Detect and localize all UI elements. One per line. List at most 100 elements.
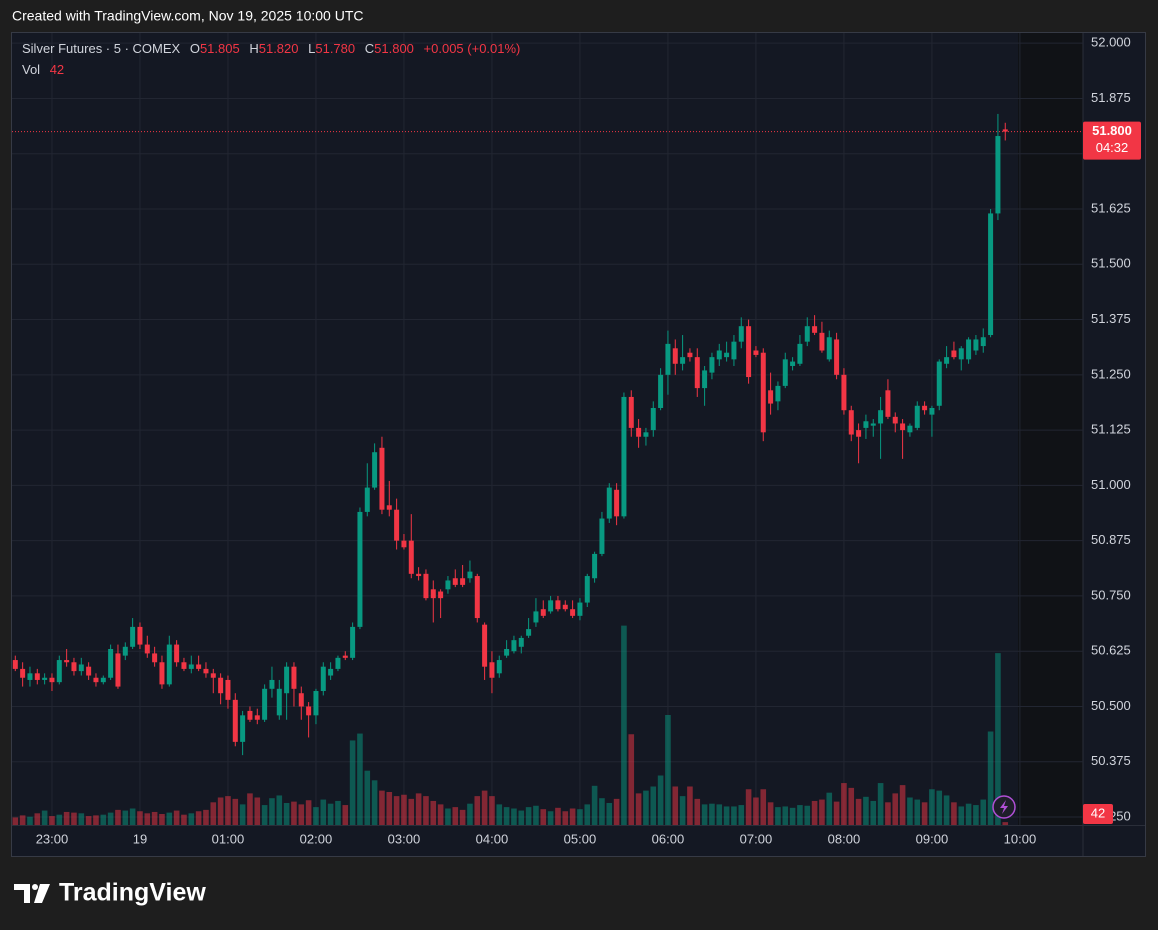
candle-body — [452, 578, 458, 585]
candle-body — [122, 646, 128, 656]
candle-body — [819, 332, 825, 351]
volume-bar — [511, 808, 517, 825]
volume-bar — [958, 806, 965, 825]
candle-body — [1002, 129, 1008, 132]
candle-body — [826, 337, 832, 360]
candle-body — [203, 668, 209, 674]
volume-bar — [379, 790, 385, 825]
volume-legend: Vol 42 — [22, 62, 64, 77]
candle-body — [438, 591, 444, 599]
candle-body — [496, 660, 502, 674]
future-area — [1018, 33, 1083, 825]
candle-body — [166, 644, 172, 685]
volume-bar — [899, 785, 906, 825]
volume-bar — [811, 800, 818, 825]
candle-body — [878, 410, 884, 424]
candle-body — [159, 662, 165, 685]
volume-bar — [709, 803, 715, 825]
header: Created with TradingView.com, Nov 19, 20… — [12, 8, 363, 24]
candle-body — [746, 326, 752, 378]
candle-body — [966, 339, 972, 360]
volume-bar — [907, 797, 913, 825]
volume-bar — [247, 793, 253, 825]
volume-bar — [621, 625, 627, 825]
volume-bar — [437, 804, 444, 825]
volume-bar — [107, 812, 114, 825]
candle-body — [680, 357, 686, 364]
volume-bar — [760, 789, 767, 825]
candle-body — [232, 699, 238, 742]
volume-bar — [115, 809, 121, 825]
candle-body — [914, 405, 920, 428]
volume-bar — [929, 789, 935, 825]
volume-box — [1083, 804, 1113, 824]
volume-bar — [401, 794, 407, 825]
last-price-box — [1083, 121, 1141, 160]
candle-body — [944, 357, 950, 364]
candle-body — [364, 487, 370, 512]
volume-bar — [489, 796, 495, 825]
candle-body — [467, 571, 473, 579]
axis-layer: 52.00051.87551.75051.62551.50051.37551.2… — [12, 35, 1141, 846]
x-tick-label: 08:00 — [828, 831, 861, 846]
candle-body — [196, 664, 202, 669]
volume-bar — [151, 811, 158, 825]
volume-bar — [12, 817, 19, 825]
candle-body — [386, 505, 392, 510]
candle-body — [137, 626, 143, 645]
volume-bar — [797, 805, 803, 825]
brand-logo — [14, 884, 50, 903]
candle-body — [210, 673, 216, 678]
volume-bar — [63, 811, 70, 825]
volume-bar — [892, 793, 899, 825]
volume-bar — [210, 802, 217, 825]
candle-body — [401, 540, 407, 548]
volume-bar — [701, 804, 708, 825]
candle-body — [181, 662, 187, 669]
volume-bar — [782, 806, 789, 825]
volume-bar — [943, 795, 950, 825]
legend-key: L — [308, 41, 315, 56]
volume-bar — [49, 816, 55, 825]
candle-body — [885, 390, 891, 417]
volume-bar — [122, 810, 129, 825]
y-tick-label: 50.750 — [1091, 587, 1131, 602]
volume-bar — [349, 740, 356, 825]
candle-body — [71, 662, 77, 672]
volume-bar — [305, 800, 312, 825]
volume-bar — [973, 805, 979, 825]
candle-body — [306, 706, 312, 716]
volume-bar — [606, 803, 613, 825]
volume-bar — [628, 734, 635, 825]
volume-bar — [767, 802, 774, 825]
candle-layer — [12, 113, 1008, 756]
candle-body — [42, 677, 48, 680]
volume-bar — [78, 813, 85, 825]
volume-bar — [679, 796, 686, 825]
candle-body — [951, 350, 957, 358]
candle-body — [834, 339, 840, 375]
candle-body — [922, 405, 928, 411]
candle-body — [936, 361, 942, 406]
candle-body — [56, 660, 62, 683]
candle-body — [254, 715, 260, 720]
x-tick-label: 05:00 — [564, 831, 597, 846]
candle-body — [870, 423, 876, 426]
candle-body — [702, 370, 708, 389]
volume-bar — [188, 813, 195, 825]
volume-bar — [496, 804, 503, 825]
volume-bar — [753, 797, 759, 825]
candle-body — [995, 136, 1001, 214]
candle-body — [731, 341, 737, 360]
candle-body — [240, 715, 246, 742]
volume-bar — [723, 806, 730, 825]
volume-layer — [12, 625, 1009, 825]
volume-bar — [239, 804, 246, 825]
logo-mark — [34, 884, 50, 903]
volume-bar — [364, 770, 371, 825]
volume-bar — [415, 793, 422, 825]
volume-bar — [357, 733, 363, 825]
volume-bar — [745, 789, 752, 825]
volume-bar — [914, 799, 921, 825]
